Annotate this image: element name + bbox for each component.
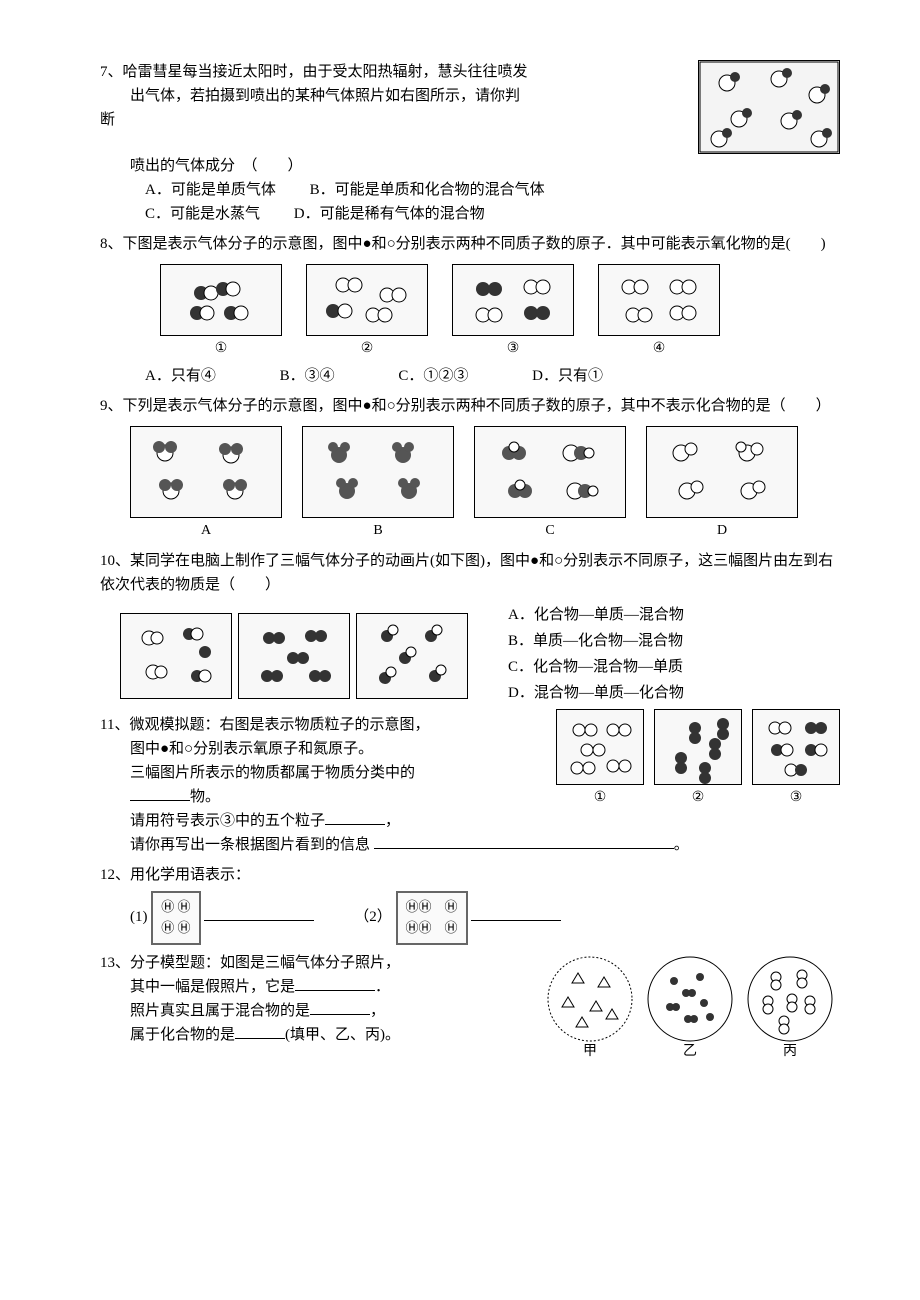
- q7-l1: 哈雷彗星每当接近太阳时，由于受太阳热辐射，慧头往往喷发: [123, 64, 528, 80]
- q13-l4s: (填甲、乙、丙)。: [285, 1027, 400, 1043]
- q13-diagrams: 甲 乙: [540, 951, 840, 1061]
- q7-optC: C．可能是水蒸气: [145, 206, 260, 222]
- q11-l2: 图中●和○分别表示氧原子和氮原子。: [130, 741, 373, 757]
- q13-l3s: ，: [370, 1003, 385, 1019]
- q11-l5p: 请用符号表示③中的五个粒子: [130, 813, 325, 829]
- q12-num: 12、: [100, 867, 130, 883]
- q8-num: 8、: [100, 236, 123, 252]
- q13-blank2[interactable]: [310, 999, 370, 1015]
- q9-num: 9、: [100, 398, 123, 414]
- q10-optB: B．单质—化合物—混合物: [508, 629, 684, 653]
- q12-p2: （2）: [354, 909, 392, 925]
- q7-diagram: [698, 60, 840, 154]
- q11-blank1[interactable]: [130, 785, 190, 801]
- q11-blank2[interactable]: [325, 809, 385, 825]
- q11-num: 11、: [100, 717, 129, 733]
- q9-text: 下列是表示气体分子的示意图，图中●和○分别表示两种不同质子数的原子，其中不表示化…: [123, 398, 831, 414]
- q11-l6s: 。: [674, 837, 689, 853]
- q13-l4p: 属于化合物的是: [130, 1027, 235, 1043]
- q11-lbl2: ②: [654, 787, 742, 809]
- q11-l5s: ，: [385, 813, 400, 829]
- q10-diagrams: [120, 613, 468, 699]
- q8-lbl1: ①: [160, 338, 282, 360]
- svg-text:乙: 乙: [683, 1043, 697, 1059]
- q12-text: 用化学用语表示：: [130, 867, 250, 883]
- q11-l4s: 物。: [190, 789, 220, 805]
- q13-num: 13、: [100, 955, 130, 971]
- q8-lbl4: ④: [598, 338, 720, 360]
- q7-optB: B．可能是单质和化合物的混合气体: [310, 182, 545, 198]
- question-9: 9、下列是表示气体分子的示意图，图中●和○分别表示两种不同质子数的原子，其中不表…: [100, 394, 840, 542]
- question-13: 甲 乙: [100, 951, 840, 1061]
- q10-optC: C．化合物—混合物—单质: [508, 655, 684, 679]
- q12-blank1[interactable]: [204, 905, 314, 921]
- q8-optA: A．只有④: [145, 368, 216, 384]
- q11-blank3[interactable]: [374, 833, 674, 849]
- q13-l1: 分子模型题：如图是三幅气体分子照片，: [130, 955, 400, 971]
- q7-optA: A．可能是单质气体: [145, 182, 276, 198]
- question-7: 7、哈雷彗星每当接近太阳时，由于受太阳热辐射，慧头往往喷发 出气体，若拍摄到喷出…: [100, 60, 840, 226]
- question-11: ① ② ③ 11、微观模拟题：右图是表示物质粒子的示意图， 图中●和○分别表: [100, 713, 840, 857]
- q8-optD: D．只有①: [532, 368, 603, 384]
- q7-l4: 喷出的气体成分 （ ）: [130, 154, 840, 178]
- q9-lB: B: [302, 520, 454, 542]
- q11-l6p: 请你再写出一条根据图片看到的信息: [130, 837, 374, 853]
- question-10: 10、某同学在电脑上制作了三幅气体分子的动画片(如下图)，图中●和○分别表示不同…: [100, 549, 840, 707]
- question-8: 8、下图是表示气体分子的示意图，图中●和○分别表示两种不同质子数的原子．其中可能…: [100, 232, 840, 388]
- question-12: 12、用化学用语表示： (1) Ⓗ ⒽⒽ Ⓗ （2） ⒽⒽ ⒽⒽⒽ Ⓗ: [100, 863, 840, 945]
- q8-lbl3: ③: [452, 338, 574, 360]
- q10-optD: D．混合物—单质—化合物: [508, 681, 684, 705]
- svg-text:甲: 甲: [583, 1044, 597, 1059]
- q9-lA: A: [130, 520, 282, 542]
- q11-diagrams: ① ② ③: [556, 709, 840, 809]
- q12-p1: (1): [130, 909, 148, 925]
- q13-l2p: 其中一幅是假照片，它是: [130, 979, 295, 995]
- q12-box2: ⒽⒽ ⒽⒽⒽ Ⓗ: [396, 891, 468, 945]
- q10-num: 10、: [100, 553, 130, 569]
- q12-blank2[interactable]: [471, 905, 561, 921]
- q8-text: 下图是表示气体分子的示意图，图中●和○分别表示两种不同质子数的原子．其中可能表示…: [123, 236, 826, 252]
- q8-optC: C．①②③: [398, 368, 468, 384]
- q11-l1: 微观模拟题：右图是表示物质粒子的示意图，: [129, 717, 429, 733]
- q13-blank1[interactable]: [295, 975, 375, 991]
- q11-lbl1: ①: [556, 787, 644, 809]
- q7-l2: 出气体，若拍摄到喷出的某种气体照片如右图所示，请你判: [130, 88, 520, 104]
- q7-optD: D．可能是稀有气体的混合物: [294, 206, 485, 222]
- q10-optA: A．化合物—单质—混合物: [508, 603, 684, 627]
- q13-l2s: ．: [375, 979, 390, 995]
- q11-l3: 三幅图片所表示的物质都属于物质分类中的: [130, 765, 415, 781]
- q9-diagrams: A B C: [130, 426, 840, 542]
- q12-box1: Ⓗ ⒽⒽ Ⓗ: [151, 891, 200, 945]
- q10-options: A．化合物—单质—混合物 B．单质—化合物—混合物 C．化合物—混合物—单质 D…: [508, 603, 684, 707]
- q13-blank3[interactable]: [235, 1023, 285, 1039]
- q7-num: 7、: [100, 64, 123, 80]
- q7-l3: 断: [100, 112, 115, 128]
- q13-l3p: 照片真实且属于混合物的是: [130, 1003, 310, 1019]
- q8-diagrams: ① ② ③: [160, 264, 840, 360]
- q8-optB: B．③④: [280, 368, 335, 384]
- q11-lbl3: ③: [752, 787, 840, 809]
- q7-opts-row2: C．可能是水蒸气 D．可能是稀有气体的混合物: [145, 202, 840, 226]
- svg-text:丙: 丙: [783, 1044, 797, 1059]
- q7-opts-row1: A．可能是单质气体 B．可能是单质和化合物的混合气体: [145, 178, 840, 202]
- q8-options: A．只有④ B．③④ C．①②③ D．只有①: [145, 364, 840, 388]
- q9-lD: D: [646, 520, 798, 542]
- q10-text: 某同学在电脑上制作了三幅气体分子的动画片(如下图)，图中●和○分别表示不同原子，…: [100, 553, 833, 593]
- q8-lbl2: ②: [306, 338, 428, 360]
- q9-lC: C: [474, 520, 626, 542]
